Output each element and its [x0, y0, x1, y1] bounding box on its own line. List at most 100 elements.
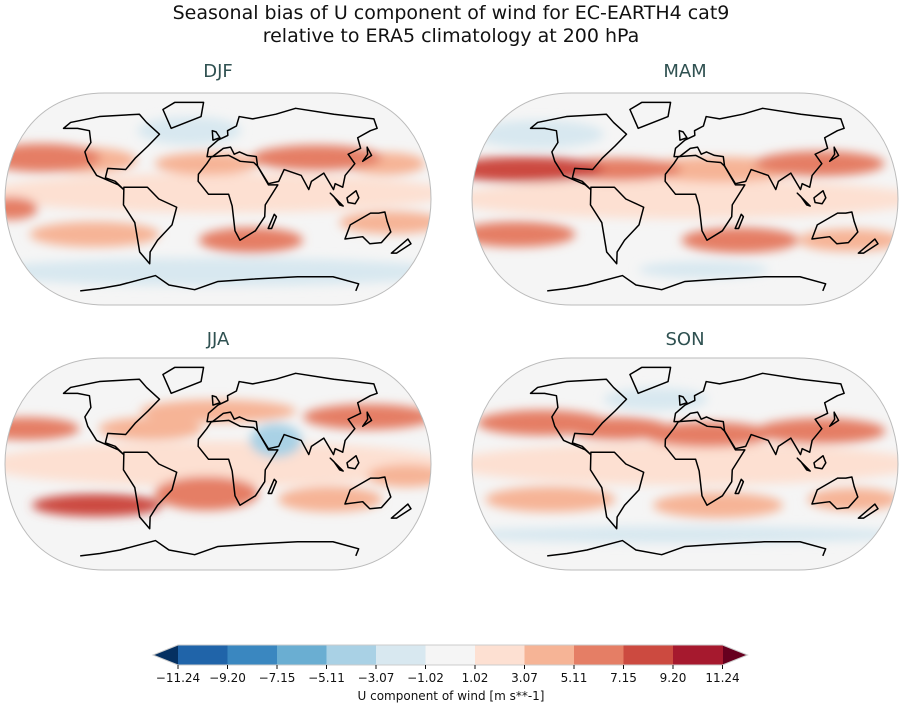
- bias-region: [278, 486, 383, 513]
- coastline-greenland: [162, 101, 205, 130]
- coastline-africa: [197, 154, 279, 241]
- coastline-madagascar: [267, 478, 278, 495]
- coastline-sumatra: [796, 457, 811, 472]
- colorbar-segment: [326, 645, 377, 665]
- bias-region: [5, 173, 431, 213]
- bias-region: [5, 197, 38, 220]
- map-mam: [471, 92, 899, 306]
- bias-region: [473, 120, 604, 149]
- bias-region: [472, 221, 576, 248]
- coastline-eurasia: [206, 372, 378, 456]
- map-son: [471, 357, 899, 571]
- colorbar-tick-label: 1.02: [461, 671, 489, 685]
- bias-region: [472, 156, 604, 183]
- bias-region: [5, 417, 80, 440]
- bias-region: [5, 257, 431, 287]
- coastline-antarctica: [80, 539, 360, 557]
- coastline-new-zealand: [390, 238, 412, 254]
- coastline-borneo: [813, 190, 827, 205]
- colorbar-tick-label: −1.02: [407, 671, 444, 685]
- map-frame: [471, 357, 899, 571]
- map-frame: [4, 357, 432, 571]
- colorbar-tick-label: −3.07: [357, 671, 395, 685]
- coastline-australia: [344, 211, 392, 245]
- bias-region: [5, 441, 431, 487]
- panel-title-djf: DJF: [203, 61, 233, 82]
- coastline-north-america: [62, 378, 161, 456]
- figure-title-line1: Seasonal bias of U component of wind for…: [172, 2, 730, 24]
- colorbar: [151, 644, 749, 669]
- coastline-uk: [211, 394, 221, 406]
- coastline-madagascar: [734, 213, 745, 230]
- colorbar-under-arrow: [153, 645, 178, 665]
- coastline-uk: [678, 129, 688, 141]
- coastline-greenland: [162, 366, 205, 395]
- bias-region: [367, 464, 431, 488]
- colorbar-segment: [574, 645, 624, 665]
- bias-region: [485, 486, 616, 513]
- colorbar-segment: [277, 645, 327, 665]
- bias-region: [154, 476, 259, 511]
- coastline-sumatra: [329, 192, 344, 207]
- coastline-eurasia: [673, 372, 845, 456]
- colorbar-tick-label: 5.11: [560, 671, 588, 685]
- coastline-south-america: [122, 186, 178, 265]
- coastline-north-america: [62, 113, 161, 191]
- bias-region: [638, 261, 769, 279]
- bias-region: [303, 404, 431, 430]
- coastline-antarctica: [547, 539, 827, 557]
- bias-region: [32, 493, 163, 517]
- bias-region: [139, 399, 297, 423]
- colorbar-tick-label: −9.20: [209, 671, 246, 685]
- coastline-south-america: [122, 451, 178, 530]
- coastline-antarctica: [547, 274, 827, 292]
- coastline-north-america: [529, 378, 628, 456]
- coastline-japan: [361, 411, 373, 428]
- bias-region: [681, 227, 799, 253]
- coastline-madagascar: [267, 213, 278, 230]
- coastline-borneo: [346, 455, 360, 470]
- coastline-australia: [811, 476, 859, 510]
- coastline-uk: [211, 129, 221, 141]
- coastline-eurasia: [206, 107, 378, 191]
- coastline-north-america: [529, 113, 628, 191]
- bias-region: [472, 526, 898, 544]
- bias-region: [198, 227, 304, 253]
- bias-region: [29, 221, 160, 248]
- coastline-south-america: [589, 451, 645, 530]
- bias-region: [137, 116, 242, 145]
- map-jja: [4, 357, 432, 571]
- colorbar-segment: [425, 645, 476, 665]
- coastline-borneo: [346, 190, 360, 205]
- coastline-eurasia: [673, 107, 845, 191]
- bias-region: [251, 145, 383, 171]
- bias-region: [472, 179, 898, 219]
- coastline-japan: [828, 411, 840, 428]
- panel-title-jja: JJA: [206, 329, 230, 350]
- coastline-australia: [344, 476, 392, 510]
- bias-region: [754, 150, 885, 177]
- coastline-new-zealand: [390, 503, 412, 519]
- colorbar-segment: [475, 645, 525, 665]
- panel-title-son: SON: [665, 329, 705, 350]
- colorbar-segment: [376, 645, 426, 665]
- bias-region: [807, 488, 898, 511]
- colorbar-segment: [623, 645, 674, 665]
- bias-region: [472, 442, 898, 486]
- colorbar-tick-label: 9.20: [659, 671, 687, 685]
- coastline-africa: [664, 154, 746, 241]
- coastline-new-zealand: [857, 238, 879, 254]
- colorbar-tick-label: −11.24: [155, 671, 201, 685]
- coastline-antarctica: [80, 274, 360, 292]
- map-frame: [471, 92, 899, 306]
- figure-title-line2: relative to ERA5 climatology at 200 hPa: [262, 25, 640, 47]
- colorbar-tick-label: −7.15: [258, 671, 296, 685]
- colorbar-tick-label: 7.15: [610, 671, 637, 685]
- colorbar-tick-label: 3.07: [511, 671, 538, 685]
- coastline-new-zealand: [857, 503, 879, 519]
- colorbar-over-arrow: [722, 645, 748, 665]
- colorbar-segment: [673, 645, 723, 665]
- map-frame: [4, 92, 432, 306]
- map-djf: [4, 92, 432, 306]
